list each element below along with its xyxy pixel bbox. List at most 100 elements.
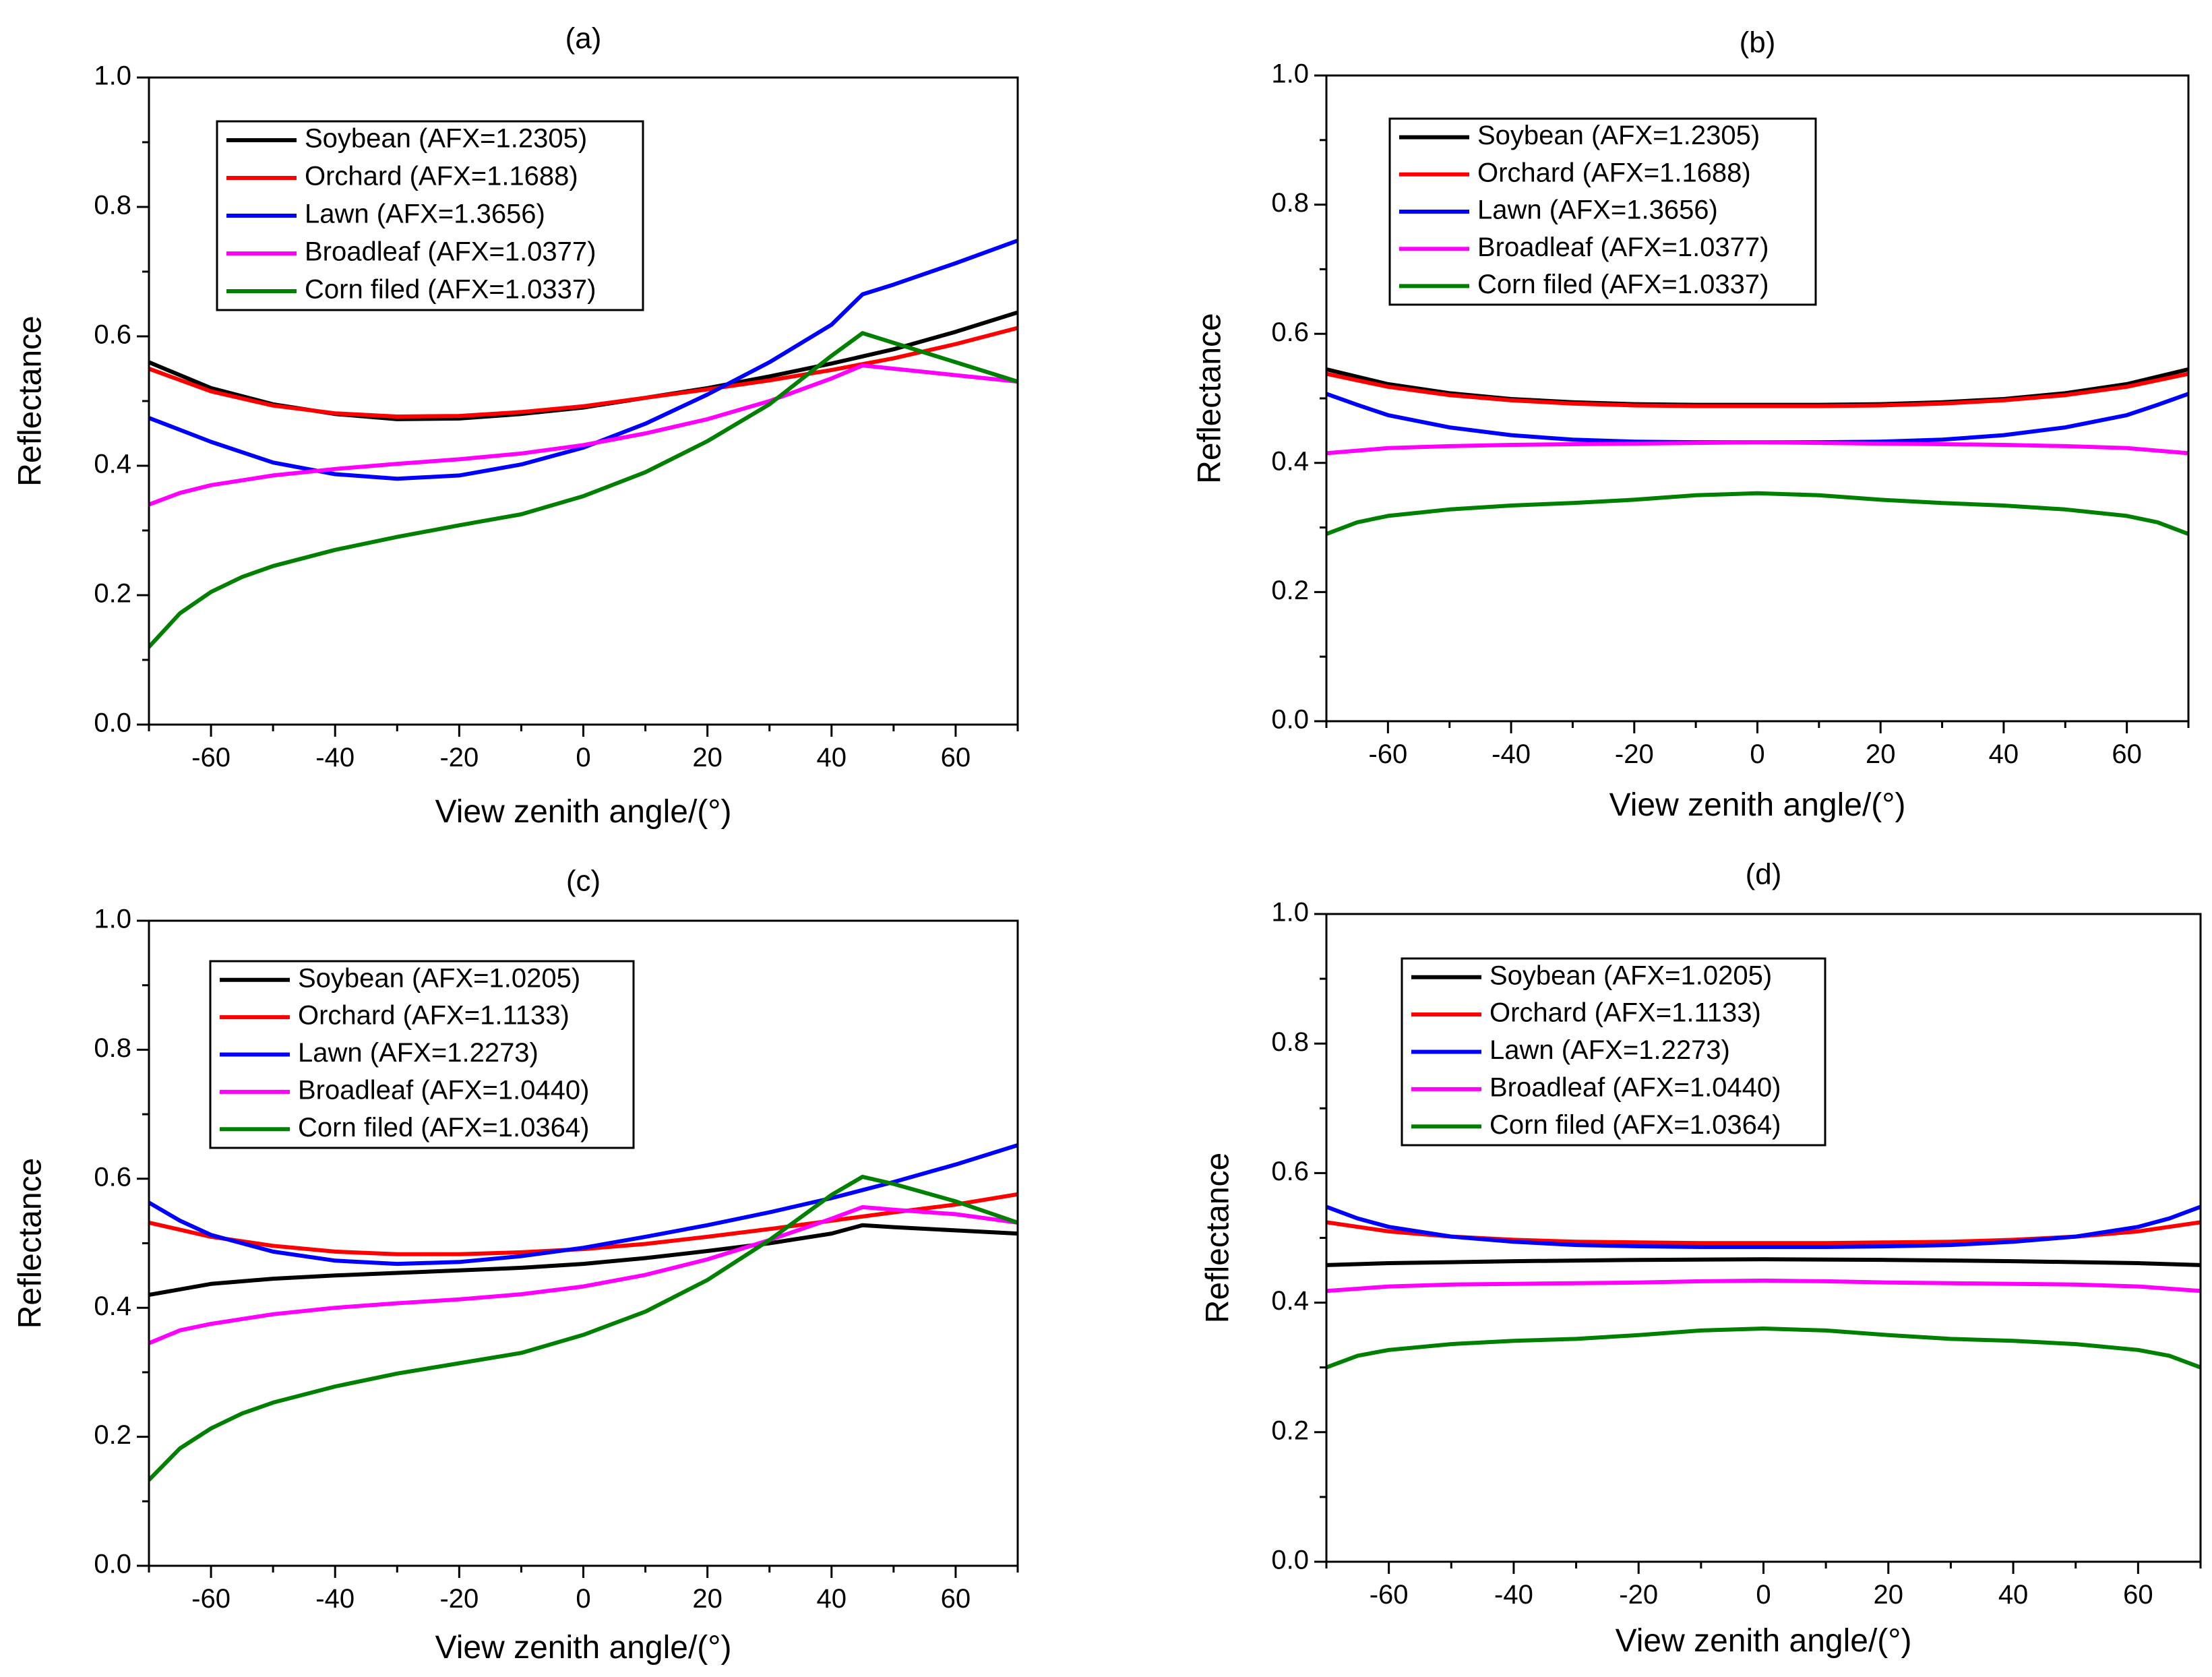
x-tick-label: -40 — [315, 743, 355, 772]
legend-label-2: Lawn (AFX=1.3656) — [305, 200, 545, 229]
y-tick-label: 0.4 — [94, 1291, 131, 1321]
x-tick-label: -40 — [315, 1584, 355, 1614]
panel-d: (d) -60 -40 -20 0 20 40 60 0.0 0.2 0.4 0.6 0.8 1.0 Vie… — [1200, 858, 2202, 1659]
legend: Soybean (AFX=1.0205) Orchard (AFX=1.1133)… — [1401, 957, 1826, 1147]
y-tick-label: 0.6 — [94, 1162, 131, 1192]
x-tick-label: 40 — [817, 1584, 847, 1614]
legend: Soybean (AFX=1.2305) Orchard (AFX=1.1688)… — [216, 120, 644, 311]
panel-a: (a) -60 -40 -20 0 20 40 60 0.0 0.2 0.4 0.6 0.8 1.0 Vie… — [13, 22, 1019, 830]
legend-label-1: Orchard (AFX=1.1133) — [1489, 998, 1761, 1028]
legend: Soybean (AFX=1.0205) Orchard (AFX=1.1133)… — [209, 960, 635, 1149]
x-tick-label: -60 — [191, 743, 231, 772]
x-axis-label: View zenith angle/(°) — [1609, 787, 1906, 823]
y-tick-label: 0.8 — [94, 191, 131, 220]
series-line-0 — [149, 1223, 1018, 1298]
y-tick-label: 0.8 — [1271, 1027, 1309, 1057]
x-tick-label: 20 — [692, 1584, 723, 1614]
x-tick-label: 60 — [2112, 739, 2142, 769]
y-tick-label: 0.4 — [1271, 1286, 1309, 1316]
y-tick-label: 1.0 — [94, 61, 131, 91]
panel-title: (b) — [1740, 26, 1776, 59]
y-tick-label: 0.4 — [1271, 446, 1309, 476]
y-tick-label: 0.8 — [1271, 188, 1309, 218]
legend-label-0: Soybean (AFX=1.0205) — [1489, 961, 1772, 990]
y-tick-label: 0.4 — [94, 450, 131, 479]
series-group — [1326, 1205, 2201, 1370]
legend-label-4: Corn filed (AFX=1.0337) — [305, 275, 596, 305]
series-line-3 — [1326, 1278, 2201, 1293]
panel-c: (c) -60 -40 -20 0 20 40 60 0.0 0.2 0.4 0.6 0.8 1.0 Vie… — [13, 865, 1019, 1666]
series-line-1 — [1326, 371, 2188, 408]
y-tick-label: 0.6 — [1271, 1157, 1309, 1186]
legend-label-3: Broadleaf (AFX=1.0377) — [1477, 233, 1769, 262]
y-axis-label: Reflectance — [13, 315, 49, 486]
x-tick-label: 20 — [1874, 1580, 1904, 1610]
y-tick-label: 1.0 — [94, 905, 131, 934]
y-tick-label: 0.2 — [94, 1420, 131, 1450]
series-group — [149, 1143, 1018, 1482]
series-line-4 — [1326, 491, 2188, 537]
legend-label-1: Orchard (AFX=1.1688) — [305, 162, 578, 191]
x-tick-label: -20 — [1619, 1580, 1658, 1610]
y-axis-label: Reflectance — [1192, 313, 1228, 483]
y-tick-label: 0.2 — [1271, 1415, 1309, 1445]
series-line-4 — [149, 331, 1018, 649]
x-tick-label: 60 — [2123, 1580, 2153, 1610]
y-tick-label: 0.6 — [1271, 317, 1309, 347]
series-line-4 — [149, 1174, 1018, 1482]
series-line-2 — [149, 238, 1018, 481]
x-tick-label: 40 — [1989, 739, 2019, 769]
y-tick-label: 0.0 — [1271, 1546, 1309, 1575]
series-line-1 — [149, 326, 1018, 419]
x-tick-label: 20 — [1866, 739, 1896, 769]
x-tick-label: -20 — [1615, 739, 1654, 769]
legend-label-2: Lawn (AFX=1.3656) — [1477, 195, 1718, 225]
series-line-2 — [149, 1143, 1018, 1267]
legend-label-1: Orchard (AFX=1.1688) — [1477, 158, 1751, 187]
series-line-2 — [1326, 1205, 2201, 1249]
x-tick-label: -40 — [1494, 1580, 1533, 1610]
y-tick-label: 1.0 — [1271, 59, 1309, 89]
series-line-3 — [149, 1205, 1018, 1345]
x-tick-label: 40 — [1998, 1580, 2029, 1610]
legend-label-3: Broadleaf (AFX=1.0377) — [305, 237, 596, 267]
x-axis-label: View zenith angle/(°) — [1616, 1623, 1912, 1659]
legend-label-4: Corn filed (AFX=1.0364) — [298, 1113, 589, 1142]
legend: Soybean (AFX=1.2305) Orchard (AFX=1.1688)… — [1388, 117, 1817, 306]
legend-label-2: Lawn (AFX=1.2273) — [1489, 1035, 1730, 1065]
x-tick-label: -60 — [1368, 739, 1407, 769]
y-tick-label: 0.2 — [1271, 576, 1309, 605]
x-tick-label: -40 — [1492, 739, 1531, 769]
x-tick-label: -60 — [191, 1584, 231, 1614]
y-tick-label: 1.0 — [1271, 898, 1309, 927]
x-tick-label: 0 — [576, 1584, 590, 1614]
x-tick-label: 0 — [576, 743, 590, 772]
series-line-3 — [1326, 440, 2188, 456]
series-line-3 — [149, 363, 1018, 507]
panel-b: (b) -60 -40 -20 0 20 40 60 0.0 0.2 0.4 0.6 0.8 1.0 Vie… — [1192, 26, 2190, 823]
x-tick-label: 0 — [1756, 1580, 1771, 1610]
y-tick-label: 0.0 — [94, 1550, 131, 1579]
legend-label-1: Orchard (AFX=1.1133) — [298, 1001, 570, 1031]
legend-label-4: Corn filed (AFX=1.0337) — [1477, 270, 1769, 299]
y-axis-label: Reflectance — [1200, 1153, 1236, 1323]
x-tick-label: -20 — [439, 1584, 479, 1614]
y-tick-label: 0.0 — [1271, 705, 1309, 735]
legend-label-0: Soybean (AFX=1.2305) — [305, 124, 587, 154]
y-tick-label: 0.6 — [94, 320, 131, 350]
x-tick-label: 40 — [817, 743, 847, 772]
legend-label-3: Broadleaf (AFX=1.0440) — [298, 1075, 589, 1105]
legend-label-0: Soybean (AFX=1.0205) — [298, 963, 580, 993]
panel-title: (c) — [566, 865, 601, 898]
series-group — [1326, 367, 2188, 537]
series-line-0 — [1326, 1257, 2201, 1267]
x-tick-label: 60 — [941, 743, 971, 772]
y-axis-label: Reflectance — [13, 1158, 49, 1329]
panel-title: (a) — [565, 22, 602, 55]
legend-label-4: Corn filed (AFX=1.0364) — [1489, 1110, 1781, 1140]
series-line-4 — [1326, 1327, 2201, 1370]
x-tick-label: 0 — [1750, 739, 1764, 769]
y-tick-label: 0.2 — [94, 579, 131, 609]
y-tick-label: 0.8 — [94, 1033, 131, 1063]
